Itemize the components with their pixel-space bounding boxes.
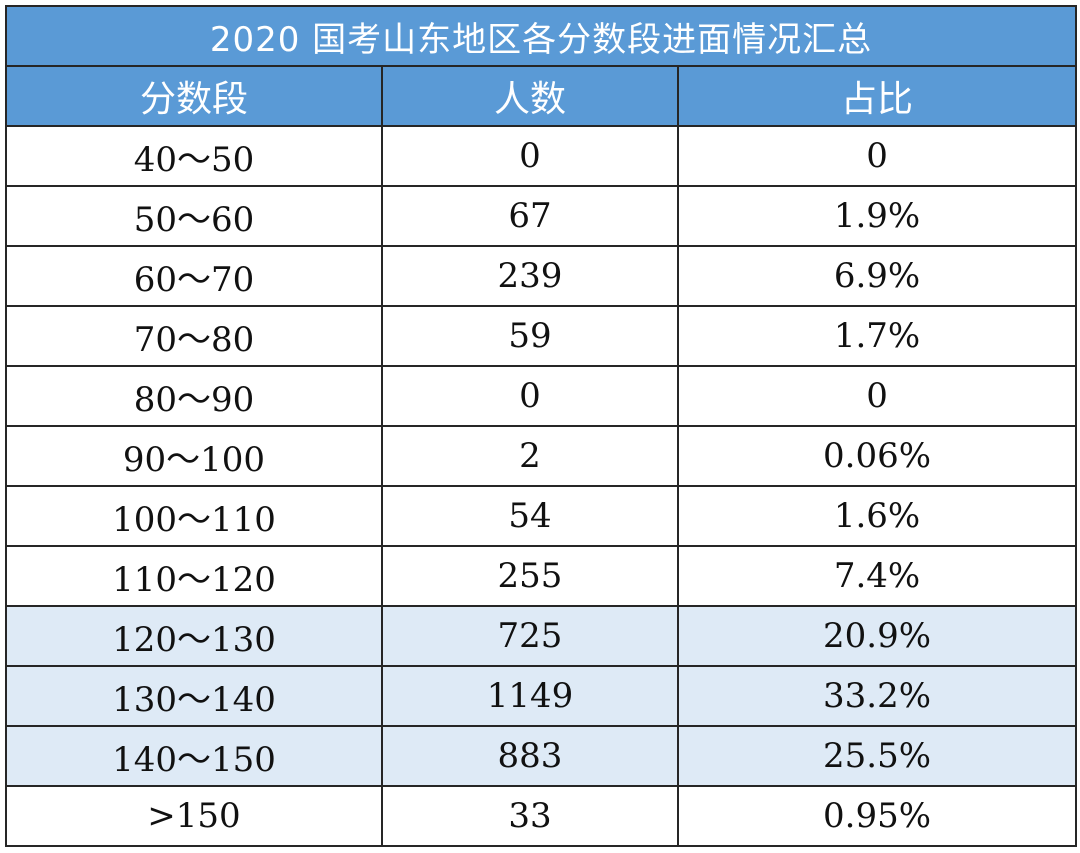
cell-score-range: 100～110 bbox=[5, 485, 383, 547]
cell-ratio: 1.7% bbox=[676, 305, 1078, 367]
cell-score-range: 50～60 bbox=[5, 185, 383, 247]
cell-score-range: 40～50 bbox=[5, 125, 383, 187]
cell-ratio: 0 bbox=[676, 125, 1078, 187]
table-row: 50～60 67 1.9% bbox=[5, 185, 1078, 247]
cell-ratio: 0.06% bbox=[676, 425, 1078, 487]
table-row: 90～100 2 0.06% bbox=[5, 425, 1078, 487]
table-row: 60～70 239 6.9% bbox=[5, 245, 1078, 307]
cell-score-range: 70～80 bbox=[5, 305, 383, 367]
cell-score-range: 80～90 bbox=[5, 365, 383, 427]
table-row: 100～110 54 1.6% bbox=[5, 485, 1078, 547]
column-header-count: 人数 bbox=[381, 65, 679, 127]
cell-count: 883 bbox=[381, 725, 679, 787]
cell-score-range: >150 bbox=[5, 785, 383, 847]
cell-count: 59 bbox=[381, 305, 679, 367]
cell-score-range: 60～70 bbox=[5, 245, 383, 307]
cell-count: 2 bbox=[381, 425, 679, 487]
cell-count: 239 bbox=[381, 245, 679, 307]
cell-score-range: 90～100 bbox=[5, 425, 383, 487]
table-row: 140～150 883 25.5% bbox=[5, 725, 1078, 787]
cell-count: 54 bbox=[381, 485, 679, 547]
cell-ratio: 1.9% bbox=[676, 185, 1078, 247]
cell-count: 1149 bbox=[381, 665, 679, 727]
cell-ratio: 1.6% bbox=[676, 485, 1078, 547]
table-row: 120～130 725 20.9% bbox=[5, 605, 1078, 667]
table-body: 40～50 0 0 50～60 67 1.9% 60～70 239 6.9% 70～80 59 1.7… bbox=[5, 125, 1078, 847]
cell-count: 0 bbox=[381, 365, 679, 427]
cell-ratio: 7.4% bbox=[676, 545, 1078, 607]
cell-count: 33 bbox=[381, 785, 679, 847]
cell-ratio: 33.2% bbox=[676, 665, 1078, 727]
table-title-row: 2020 国考山东地区各分数段进面情况汇总 bbox=[4, 5, 1078, 67]
column-header-score-range: 分数段 bbox=[5, 65, 383, 127]
table-header-row: 分数段 人数 占比 bbox=[5, 65, 1078, 127]
cell-count: 0 bbox=[381, 125, 679, 187]
table-title: 2020 国考山东地区各分数段进面情况汇总 bbox=[4, 5, 1078, 67]
cell-ratio: 6.9% bbox=[676, 245, 1078, 307]
cell-score-range: 130～140 bbox=[5, 665, 383, 727]
table-row: 40～50 0 0 bbox=[5, 125, 1078, 187]
cell-ratio: 0.95% bbox=[676, 785, 1078, 847]
table-row: >150 33 0.95% bbox=[5, 785, 1078, 847]
table-row: 110～120 255 7.4% bbox=[5, 545, 1078, 607]
cell-ratio: 0 bbox=[676, 365, 1078, 427]
cell-score-range: 140～150 bbox=[5, 725, 383, 787]
table-row: 130～140 1149 33.2% bbox=[5, 665, 1078, 727]
cell-score-range: 120～130 bbox=[5, 605, 383, 667]
table-row: 70～80 59 1.7% bbox=[5, 305, 1078, 367]
cell-score-range: 110～120 bbox=[5, 545, 383, 607]
table-row: 80～90 0 0 bbox=[5, 365, 1078, 427]
cell-ratio: 20.9% bbox=[676, 605, 1078, 667]
cell-count: 67 bbox=[381, 185, 679, 247]
column-header-ratio: 占比 bbox=[676, 65, 1078, 127]
cell-count: 255 bbox=[381, 545, 679, 607]
cell-count: 725 bbox=[381, 605, 679, 667]
cell-ratio: 25.5% bbox=[676, 725, 1078, 787]
score-distribution-table: 2020 国考山东地区各分数段进面情况汇总 分数段 人数 占比 40～50 0 0 5… bbox=[4, 5, 1078, 847]
